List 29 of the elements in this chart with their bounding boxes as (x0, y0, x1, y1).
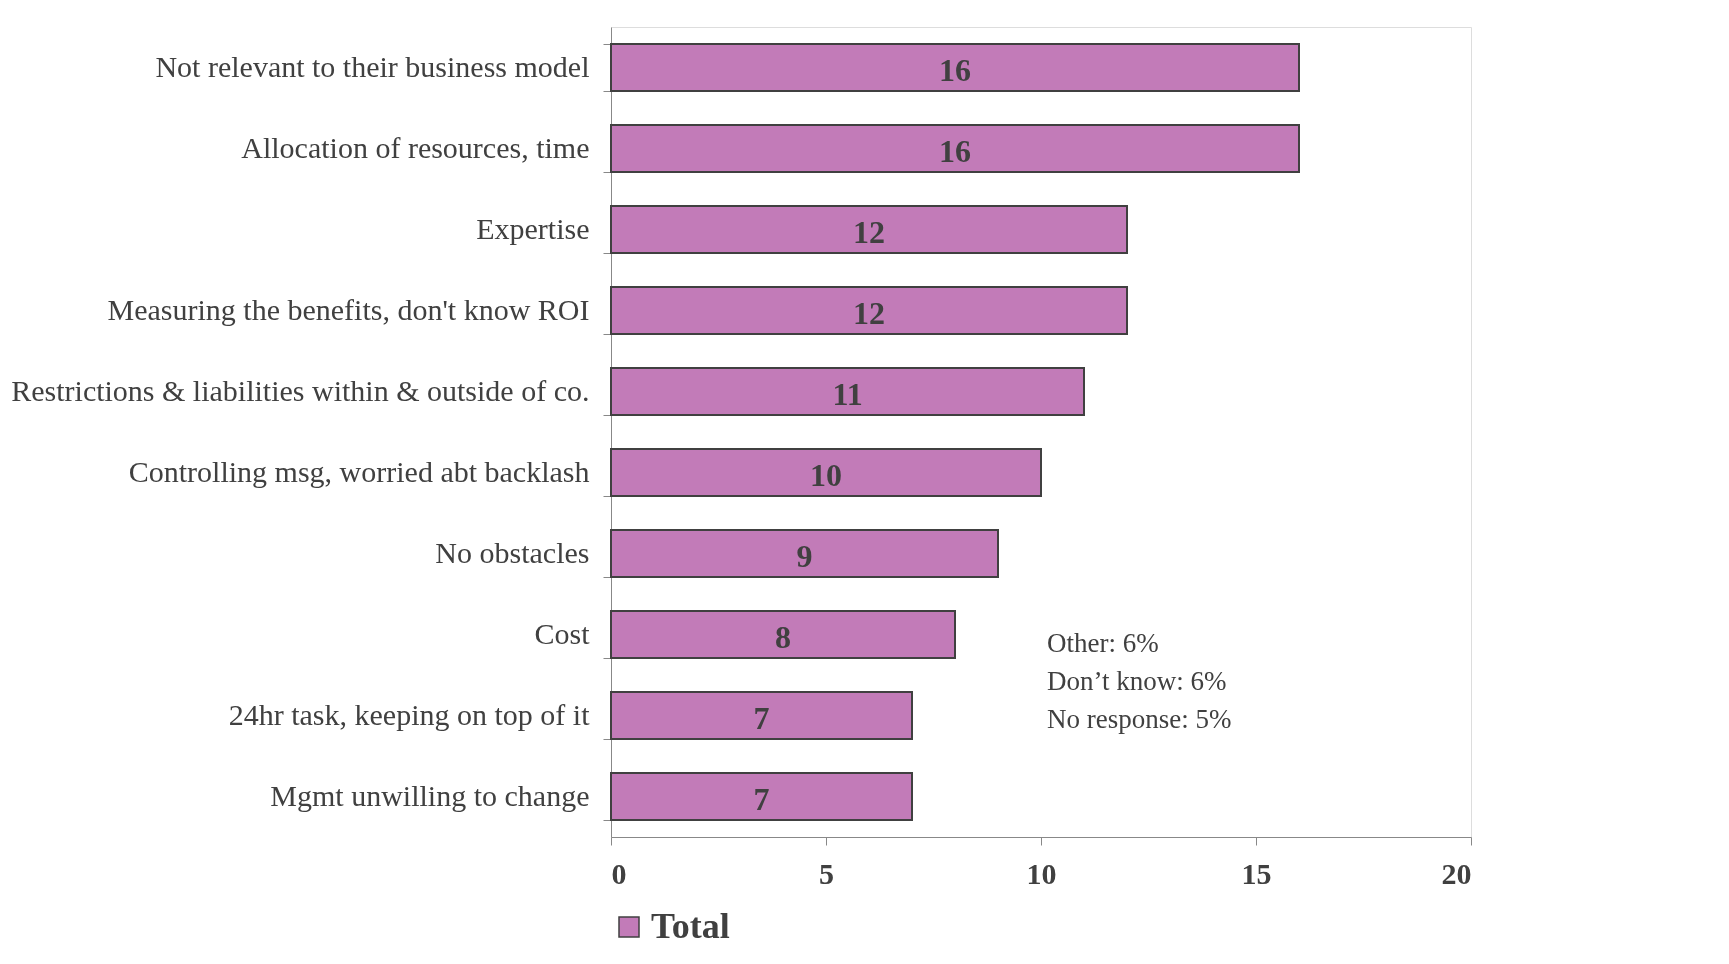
data-label: 11 (832, 375, 863, 412)
data-label: 9 (796, 537, 813, 574)
y-tick-label: Controlling msg, worried abt backlash (128, 455, 590, 488)
x-tick-label: 0 (611, 856, 627, 890)
data-label: 12 (853, 213, 885, 250)
y-tick-label: Measuring the benefits, don't know ROI (107, 293, 590, 326)
annotation: Other: 6% (1047, 628, 1159, 658)
annotation: No response: 5% (1047, 704, 1232, 734)
data-label: 7 (753, 780, 770, 817)
x-tick-label: 5 (819, 856, 834, 890)
data-label: 7 (753, 699, 770, 736)
annotation: Don’t know: 6% (1047, 666, 1227, 696)
data-label: 10 (810, 456, 842, 493)
data-label: 12 (853, 294, 885, 331)
y-tick-label: Cost (534, 617, 591, 650)
y-tick-label: No obstacles (435, 536, 590, 569)
y-tick-label: Allocation of resources, time (241, 131, 590, 164)
y-tick-label: Not relevant to their business model (155, 50, 590, 83)
data-label: 16 (939, 51, 971, 88)
x-tick-label: 15 (1241, 856, 1272, 890)
y-tick-label: Restrictions & liabilities within & outside of co. (11, 374, 590, 407)
y-tick-label: 24hr task, keeping on top of it (228, 698, 591, 731)
x-tick-label: 20 (1441, 856, 1472, 890)
y-tick-label: Mgmt unwilling to change (270, 779, 590, 812)
y-tick-label: Expertise (476, 212, 590, 245)
data-label: 8 (775, 618, 791, 655)
legend-label: Total (651, 906, 730, 946)
data-label: 16 (939, 132, 971, 169)
x-tick-label: 10 (1026, 856, 1057, 890)
